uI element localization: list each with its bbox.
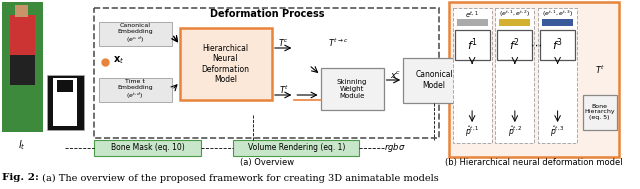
Text: Bone Mask (eq. 10): Bone Mask (eq. 10) (111, 143, 184, 153)
Bar (233, 140, 360, 156)
Bar (495, 8, 534, 143)
Bar (10, 15, 35, 55)
Text: $e^{t,1}$: $e^{t,1}$ (465, 9, 479, 19)
Text: Volume Rendering (eq. 1): Volume Rendering (eq. 1) (248, 143, 345, 153)
Bar (449, 2, 619, 157)
Text: $f^2$: $f^2$ (509, 37, 520, 53)
Bar (58, 80, 73, 92)
Text: (b) Hierarchical neural deformation model: (b) Hierarchical neural deformation mode… (445, 157, 622, 167)
Bar (452, 8, 492, 143)
Text: $x^c$: $x^c$ (390, 70, 401, 81)
Text: $\hat{p}^{t,3}$: $\hat{p}^{t,3}$ (550, 125, 565, 139)
Bar (403, 58, 467, 103)
Text: $\hat{p}^{t,2}$: $\hat{p}^{t,2}$ (508, 125, 522, 139)
Bar (47, 75, 84, 130)
Bar (86, 10, 120, 100)
Text: $f^3$: $f^3$ (552, 37, 563, 53)
Text: (a) The overview of the proposed framework for creating 3D animatable models: (a) The overview of the proposed framewo… (39, 174, 438, 183)
Text: Bone
Hierarchy
(eq. 5): Bone Hierarchy (eq. 5) (584, 104, 614, 120)
Bar (10, 55, 35, 85)
Bar (542, 19, 573, 26)
Text: $T^t$: $T^t$ (595, 64, 605, 76)
Text: $(e^{t,1}, e^{t,2})$: $(e^{t,1}, e^{t,2})$ (499, 9, 531, 19)
Bar (499, 19, 531, 26)
Bar (454, 30, 490, 60)
Text: Canonical
Embedding
$(e^{c,d})$: Canonical Embedding $(e^{c,d})$ (117, 23, 153, 45)
Bar (53, 78, 77, 126)
Text: Skinning
Weight
Module: Skinning Weight Module (337, 79, 367, 99)
Text: Fig. 2:: Fig. 2: (2, 174, 39, 183)
Bar (538, 8, 577, 143)
Bar (99, 78, 172, 102)
Text: Canonical
Model: Canonical Model (415, 70, 453, 90)
Bar (94, 8, 439, 138)
Text: $\cdots$: $\cdots$ (531, 40, 542, 50)
Text: $\hat{p}^{t,1}$: $\hat{p}^{t,1}$ (465, 125, 479, 139)
Text: $T^c$: $T^c$ (278, 37, 289, 49)
Bar (99, 22, 172, 46)
Text: $\mathbf{x}_t$: $\mathbf{x}_t$ (113, 54, 124, 66)
Text: $l_t$: $l_t$ (17, 138, 25, 152)
Text: $T^{t \to c}$: $T^{t \to c}$ (328, 37, 348, 49)
Bar (540, 30, 575, 60)
Bar (456, 19, 488, 26)
Bar (15, 5, 28, 17)
Bar (583, 95, 617, 130)
Text: $f^1$: $f^1$ (467, 37, 477, 53)
Bar (497, 30, 532, 60)
Text: Time t
Embedding
$(e^{t,d})$: Time t Embedding $(e^{t,d})$ (117, 79, 153, 101)
Text: $rgb\sigma$: $rgb\sigma$ (384, 142, 405, 154)
Text: $T^t$: $T^t$ (278, 84, 289, 96)
Bar (2, 2, 43, 132)
Text: Deformation Process: Deformation Process (210, 9, 324, 19)
Bar (180, 28, 272, 100)
Bar (94, 140, 201, 156)
Text: (a) Overview: (a) Overview (240, 157, 294, 167)
Bar (321, 68, 384, 110)
Text: Hierarchical
Neural
Deformation
Model: Hierarchical Neural Deformation Model (202, 44, 250, 84)
Text: $(e^{t,1}, e^{t,3})$: $(e^{t,1}, e^{t,3})$ (542, 9, 573, 19)
